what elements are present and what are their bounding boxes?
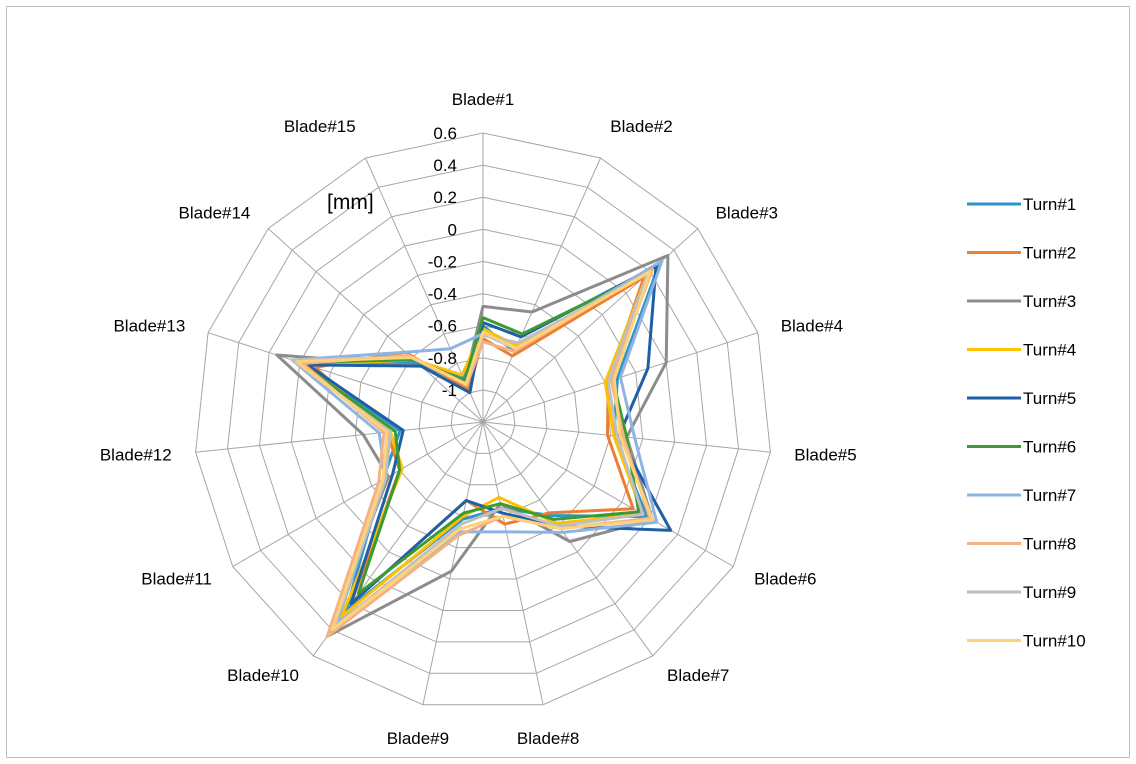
category-label: Blade#9 <box>387 729 449 748</box>
category-label: Blade#3 <box>716 204 778 223</box>
legend-label-turn-7: Turn#7 <box>1023 486 1076 505</box>
tick-label: 0.2 <box>433 188 457 207</box>
legend-label-turn-8: Turn#8 <box>1023 535 1076 554</box>
category-label: Blade#5 <box>794 446 856 465</box>
category-layer: Blade#1 Blade#2 Blade#3 Blade#4 Blade#5 Blade… <box>100 90 857 748</box>
grid-ring <box>258 196 708 643</box>
category-label: Blade#2 <box>610 117 672 136</box>
series-layer <box>275 254 673 638</box>
category-label: Blade#13 <box>113 316 185 335</box>
tick-label: -0.4 <box>428 285 457 304</box>
grid-ring <box>418 357 548 486</box>
grid-ring <box>195 132 771 706</box>
series-line-turn-10 <box>295 270 655 632</box>
grid-spoke <box>232 421 484 567</box>
tick-label: 0 <box>448 220 457 239</box>
grid-ring <box>450 389 516 454</box>
tick-label: 0.4 <box>433 156 457 175</box>
legend-label-turn-3: Turn#3 <box>1023 292 1076 311</box>
grid-ring <box>290 228 676 611</box>
legend-label-turn-4: Turn#4 <box>1023 341 1076 360</box>
tick-label: -0.8 <box>428 349 457 368</box>
radar-chart: 0.60.40.20-0.2-0.4-0.6-0.8-1 Blade#1Blad… <box>100 90 1086 748</box>
category-label: Blade#11 <box>141 570 212 589</box>
grid-spoke <box>207 332 484 423</box>
legend-label-turn-5: Turn#5 <box>1023 389 1076 408</box>
grid-spoke <box>482 421 734 567</box>
series-line-turn-1 <box>305 261 662 612</box>
category-label: Blade#7 <box>667 666 729 685</box>
grid-spoke <box>422 421 484 705</box>
legend-label-turn-9: Turn#9 <box>1023 583 1076 602</box>
category-label: Blade#6 <box>754 570 816 589</box>
unit-label: [mm] <box>327 191 374 214</box>
tick-label: 0.6 <box>433 124 457 143</box>
legend-label-turn-1: Turn#1 <box>1023 195 1076 214</box>
legend: Turn#1 Turn#2 Turn#3 Turn#4 Turn#5 Turn#6 Turn… <box>967 195 1086 651</box>
tick-label: -0.6 <box>428 317 457 336</box>
legend-label-turn-6: Turn#6 <box>1023 438 1076 457</box>
category-label: Blade#14 <box>179 204 251 223</box>
grid-spoke <box>267 228 484 423</box>
category-label: Blade#12 <box>100 446 172 465</box>
tick-label: -0.2 <box>428 252 457 271</box>
grid-spoke <box>195 421 484 453</box>
grid-layer <box>195 132 771 706</box>
tick-label: -1 <box>442 381 457 400</box>
legend-label-turn-10: Turn#10 <box>1023 632 1086 651</box>
category-label: Blade#8 <box>517 729 579 748</box>
tick-layer: 0.6 0.4 0.2 0 -0.2 -0.4 -0.6 -0.8 -1 <box>428 124 457 400</box>
series-line-turn-7 <box>290 259 664 625</box>
category-label: Blade#10 <box>227 666 299 685</box>
category-label: Blade#15 <box>284 117 356 136</box>
grid-spoke <box>482 421 544 705</box>
grid-ring <box>226 164 740 674</box>
category-label: Blade#4 <box>781 316 843 335</box>
legend-label-turn-2: Turn#2 <box>1023 244 1076 263</box>
grid-spoke <box>482 157 601 423</box>
category-label: Blade#1 <box>452 90 514 109</box>
chart-frame: 0.6 0.4 0.2 0 -0.2 -0.4 -0.6 -0.8 -1 Blade#1 Blad… <box>6 6 1130 758</box>
